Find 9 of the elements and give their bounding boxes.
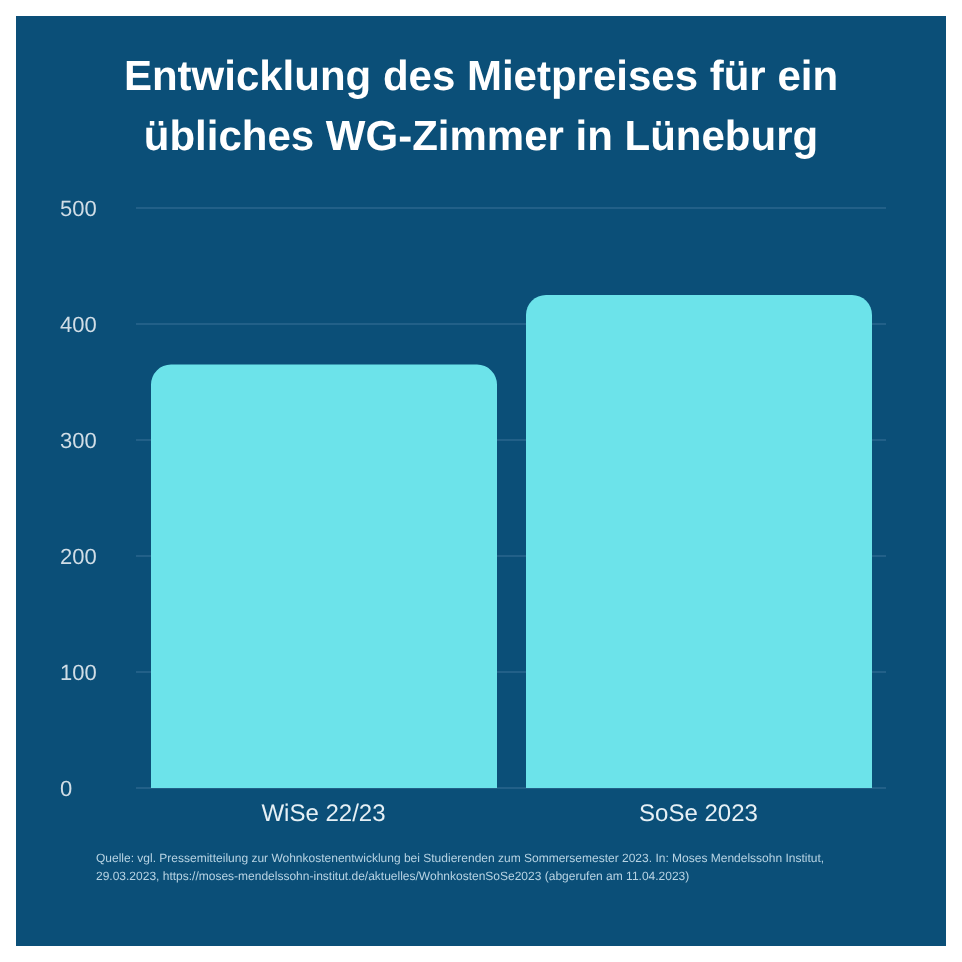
y-tick-label: 200 <box>60 545 97 570</box>
x-tick-label: SoSe 2023 <box>639 799 759 828</box>
y-tick-label: 300 <box>60 429 97 454</box>
x-tick-label: WiSe 22/23 <box>261 799 387 828</box>
chart-title: Entwicklung des Mietpreises für ein übliches WG-Zimmer in Lüneburg <box>121 52 841 164</box>
y-tick-label: 400 <box>60 313 97 338</box>
y-tick-label: 500 <box>60 197 97 222</box>
y-tick-label: 100 <box>60 661 97 686</box>
y-tick-label: 0 <box>60 777 73 802</box>
